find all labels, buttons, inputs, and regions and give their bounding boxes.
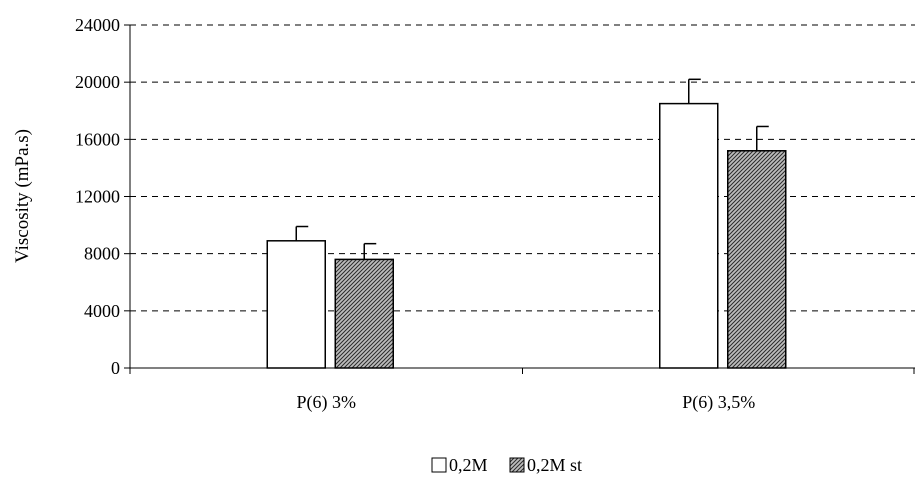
axes: 0 4000 8000 12000 16000 20000 24000 P(6) 3% P(6)… (75, 15, 915, 413)
x-tick-label: P(6) 3% (297, 392, 357, 413)
legend-swatch-0-2m (431, 457, 447, 473)
y-axis-title: Viscosity (mPa.s) (12, 129, 33, 263)
y-tick-label: 20000 (75, 72, 120, 92)
bar (659, 102, 719, 369)
y-tick-label: 12000 (75, 187, 120, 207)
bar (334, 258, 394, 369)
legend: 0,2M 0,2M st (431, 455, 582, 475)
gridlines (130, 24, 915, 312)
bars (266, 78, 787, 369)
bar (727, 150, 787, 369)
legend-swatch-0-2m-st (509, 457, 525, 473)
y-tick-label: 8000 (84, 244, 120, 264)
bar (266, 240, 326, 369)
legend-label-0-2m: 0,2M (449, 455, 488, 475)
y-tick-label: 0 (111, 358, 120, 378)
y-tick-label: 16000 (75, 129, 120, 149)
y-tick-label: 24000 (75, 15, 120, 35)
x-tick-label: P(6) 3,5% (682, 392, 755, 413)
y-tick-label: 4000 (84, 301, 120, 321)
legend-label-0-2m-st: 0,2M st (527, 455, 582, 475)
